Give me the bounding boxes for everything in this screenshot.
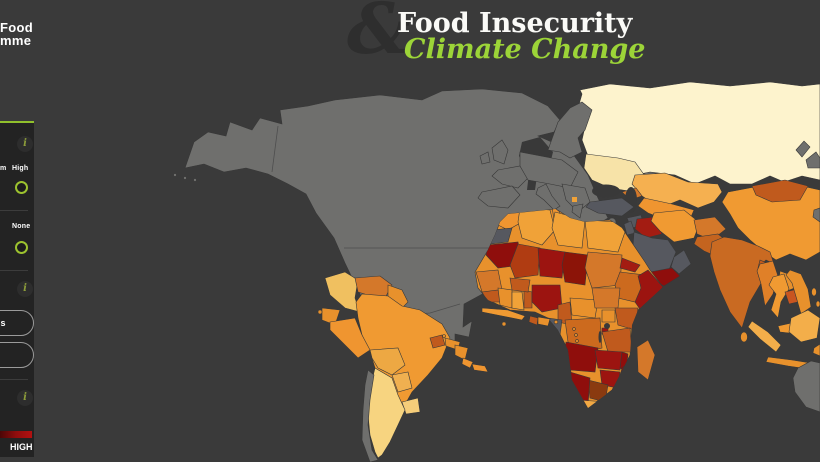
region-lesser-antilles[interactable] — [572, 327, 576, 331]
info-icon[interactable]: i — [17, 136, 33, 152]
region-nigeria[interactable] — [531, 284, 563, 313]
region-ireland[interactable] — [479, 151, 491, 165]
region-dominican-republic[interactable] — [537, 316, 551, 327]
region-uk[interactable] — [491, 139, 509, 165]
ampersand-glyph: & — [347, 0, 411, 70]
radio-button-none[interactable] — [15, 241, 28, 254]
divider — [0, 270, 28, 271]
region-burkina-faso[interactable] — [509, 277, 531, 293]
scenario-button-2[interactable] — [0, 342, 34, 368]
region-scandinavia[interactable] — [547, 101, 593, 159]
logo-line-2: mme — [0, 33, 32, 48]
region-russia[interactable] — [577, 81, 820, 185]
divider — [0, 379, 28, 380]
region-borneo[interactable] — [788, 309, 820, 343]
scenario-button-1[interactable]: s — [0, 310, 34, 336]
region-japan[interactable] — [795, 140, 811, 158]
vulnerability-gradient — [0, 431, 32, 438]
page-subtitle: Climate Change — [404, 34, 646, 65]
radio-option-label-medium-truncated: m — [0, 165, 7, 172]
region-costa-rica[interactable] — [461, 357, 474, 369]
region-sudan[interactable] — [584, 251, 623, 289]
region-iran[interactable] — [650, 209, 701, 243]
lake-victoria-water — [604, 323, 610, 329]
info-icon[interactable]: i — [17, 390, 33, 406]
black-sea-water — [592, 184, 620, 198]
region-lesser-antilles[interactable] — [575, 339, 579, 343]
region-ghana[interactable] — [511, 291, 525, 311]
region-macedonia[interactable] — [572, 197, 577, 202]
region-paraguay[interactable] — [391, 371, 413, 393]
radio-button-high[interactable] — [15, 181, 28, 194]
region-togo-benin[interactable] — [523, 289, 533, 309]
region-new-guinea[interactable] — [812, 343, 820, 357]
region-south-sudan[interactable] — [591, 287, 621, 309]
region-korea[interactable] — [812, 207, 820, 223]
lake-tanganyika-water — [598, 331, 602, 343]
region-egypt[interactable] — [584, 219, 626, 253]
region-myanmar[interactable] — [756, 260, 779, 307]
region-lesser-antilles[interactable] — [574, 333, 578, 337]
region-oman[interactable] — [670, 249, 692, 275]
region-chad[interactable] — [561, 251, 589, 286]
region-central-europe[interactable] — [519, 151, 579, 189]
region-mongolia[interactable] — [751, 179, 809, 203]
scenario-sidebar: i m High None i s i HIGH — [0, 121, 34, 457]
divider — [0, 210, 28, 211]
region-philippines[interactable] — [815, 300, 820, 308]
radio-option-label-high: High — [12, 165, 29, 172]
region-belize[interactable] — [442, 334, 446, 338]
region-lesotho[interactable] — [601, 403, 607, 409]
region-iberia[interactable] — [477, 185, 521, 209]
region-japan[interactable] — [805, 151, 820, 169]
region-greece[interactable] — [571, 203, 584, 219]
region-namibia[interactable] — [569, 371, 591, 406]
region-haiti[interactable] — [528, 315, 539, 326]
region-peru[interactable] — [329, 317, 371, 359]
region-italy[interactable] — [535, 183, 561, 211]
region-madagascar[interactable] — [636, 339, 656, 381]
region-nicaragua[interactable] — [454, 344, 469, 361]
region-panama[interactable] — [471, 363, 489, 373]
region-aleutians[interactable] — [183, 176, 187, 180]
region-eritrea[interactable] — [619, 257, 641, 273]
page-title: Food Insecurity — [397, 8, 633, 39]
region-jamaica[interactable] — [501, 321, 507, 327]
region-puerto-rico[interactable] — [553, 319, 559, 325]
region-sri-lanka[interactable] — [740, 331, 748, 343]
region-aleutians[interactable] — [193, 178, 197, 182]
region-sumatra[interactable] — [747, 320, 782, 353]
region-aleutians[interactable] — [173, 173, 177, 177]
logo-line-1: Food — [0, 20, 33, 35]
region-zambia[interactable] — [594, 349, 623, 371]
region-mali[interactable] — [509, 243, 541, 279]
world-map[interactable] — [130, 80, 820, 462]
region-uganda[interactable] — [601, 309, 616, 323]
region-australia[interactable] — [792, 360, 820, 413]
region-galapagos[interactable] — [317, 309, 323, 315]
radio-option-label-none: None — [12, 223, 31, 230]
region-guatemala[interactable] — [429, 334, 446, 349]
region-cote-divoire[interactable] — [497, 287, 513, 309]
region-niger[interactable] — [537, 247, 566, 279]
region-turkey[interactable] — [585, 197, 635, 217]
wfp-logo-fragment: Food mme — [0, 21, 33, 47]
info-icon[interactable]: i — [17, 281, 33, 297]
region-cuba[interactable] — [481, 307, 526, 321]
region-philippines[interactable] — [811, 287, 817, 297]
region-thailand[interactable] — [768, 273, 790, 319]
legend-high-label: HIGH — [10, 442, 33, 452]
region-algeria[interactable] — [517, 208, 556, 246]
region-chile[interactable] — [361, 369, 379, 462]
